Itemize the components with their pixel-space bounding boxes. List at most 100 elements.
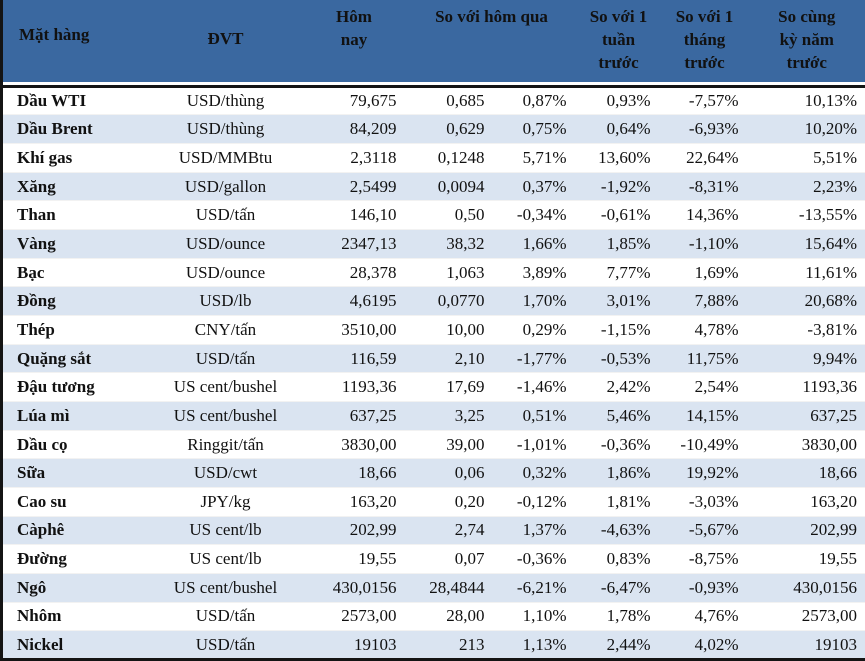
table-row: Ngô US cent/bushel 430,0156 28,4844 -6,21% -6… (1, 573, 865, 603)
today-value-cell: 116,59 (301, 344, 407, 374)
today-value-cell: 84,209 (301, 114, 407, 145)
change-value-cell: 28,00 (406, 602, 495, 632)
unit-cell: CNY/tấn (149, 315, 302, 345)
pct-vs-yesterday-cell: 1,10% (494, 602, 577, 632)
pct-vs-month-cell: 11,75% (660, 344, 749, 374)
commodity-name-cell: Nhôm (1, 602, 150, 632)
pct-vs-yesterday-cell: -1,01% (494, 430, 577, 460)
table-row: Khí gas USD/MMBtu 2,3118 0,1248 5,71% 13,60% 2… (1, 143, 865, 173)
pct-vs-year-cell: 19,55 (748, 544, 865, 574)
table-row: Đậu tương US cent/bushel 1193,36 17,69 -1,46… (1, 372, 865, 403)
unit-cell: USD/tấn (149, 630, 302, 660)
commodity-name-cell: Bạc (1, 258, 150, 288)
unit-cell: USD/tấn (149, 344, 302, 374)
pct-vs-week-cell: 13,60% (576, 143, 661, 173)
pct-vs-week-cell: -0,61% (576, 200, 661, 231)
today-value-cell: 202,99 (301, 516, 407, 546)
pct-vs-year-cell: 637,25 (748, 401, 865, 431)
unit-cell: USD/MMBtu (149, 143, 302, 173)
pct-vs-week-cell: 2,44% (576, 630, 661, 660)
pct-vs-yesterday-cell: 0,75% (494, 114, 577, 145)
table-header: Mặt hàng ĐVT Hôm nay So với hôm qua So v… (1, 0, 865, 88)
unit-cell: USD/thùng (149, 114, 302, 145)
pct-vs-year-cell: 19103 (748, 630, 865, 660)
commodity-name-cell: Đồng (1, 286, 150, 317)
change-value-cell: 39,00 (406, 430, 495, 460)
pct-vs-week-cell: 0,64% (576, 114, 661, 145)
commodity-name-cell: Càphê (1, 516, 150, 546)
change-value-cell: 0,0770 (406, 286, 495, 317)
change-value-cell: 0,1248 (406, 143, 495, 173)
pct-vs-yesterday-cell: 1,70% (494, 286, 577, 317)
today-value-cell: 2347,13 (301, 229, 407, 259)
pct-vs-week-cell: 2,42% (576, 372, 661, 403)
commodity-name-cell: Đường (1, 544, 150, 574)
pct-vs-yesterday-cell: 1,37% (494, 516, 577, 546)
change-value-cell: 28,4844 (406, 573, 495, 603)
pct-vs-month-cell: 7,88% (660, 286, 749, 317)
today-value-cell: 637,25 (301, 401, 407, 431)
pct-vs-yesterday-cell: 0,37% (494, 172, 577, 202)
pct-vs-month-cell: 2,54% (660, 372, 749, 403)
change-value-cell: 0,0094 (406, 172, 495, 202)
pct-vs-month-cell: 19,92% (660, 458, 749, 488)
pct-vs-yesterday-cell: 0,51% (494, 401, 577, 431)
unit-cell: USD/tấn (149, 602, 302, 632)
pct-vs-month-cell: -10,49% (660, 430, 749, 460)
commodity-name-cell: Khí gas (1, 143, 150, 173)
pct-vs-yesterday-cell: -0,34% (494, 200, 577, 231)
pct-vs-week-cell: 0,83% (576, 544, 661, 574)
table-row: Đồng USD/lb 4,6195 0,0770 1,70% 3,01% 7,88% 20,… (1, 286, 865, 317)
pct-vs-month-cell: -8,31% (660, 172, 749, 202)
pct-vs-week-cell: -1,92% (576, 172, 661, 202)
today-value-cell: 2,5499 (301, 172, 407, 202)
table-row: Bạc USD/ounce 28,378 1,063 3,89% 7,77% 1,69% 11… (1, 258, 865, 288)
table-row: Dầu cọ Ringgit/tấn 3830,00 39,00 -1,01% -0,36… (1, 430, 865, 460)
pct-vs-yesterday-cell: 5,71% (494, 143, 577, 173)
commodity-name-cell: Lúa mì (1, 401, 150, 431)
today-value-cell: 18,66 (301, 458, 407, 488)
pct-vs-yesterday-cell: -1,46% (494, 372, 577, 403)
change-value-cell: 2,10 (406, 344, 495, 374)
change-value-cell: 17,69 (406, 372, 495, 403)
pct-vs-year-cell: 11,61% (748, 258, 865, 288)
change-value-cell: 10,00 (406, 315, 495, 345)
header-vs-month: So với 1 tháng trước (660, 0, 749, 88)
pct-vs-week-cell: 1,86% (576, 458, 661, 488)
unit-cell: US cent/bushel (149, 401, 302, 431)
today-value-cell: 1193,36 (301, 372, 407, 403)
today-value-cell: 19103 (301, 630, 407, 660)
pct-vs-month-cell: 4,78% (660, 315, 749, 345)
unit-cell: Ringgit/tấn (149, 430, 302, 460)
today-value-cell: 163,20 (301, 487, 407, 517)
pct-vs-yesterday-cell: -0,36% (494, 544, 577, 574)
pct-vs-week-cell: 1,81% (576, 487, 661, 517)
table-row: Quặng sắt USD/tấn 116,59 2,10 -1,77% -0,53% 11… (1, 344, 865, 374)
change-value-cell: 0,685 (406, 86, 495, 116)
header-unit: ĐVT (149, 0, 302, 88)
table-body: Dầu WTI USD/thùng 79,675 0,685 0,87% 0,93% -7,… (1, 86, 865, 660)
commodity-name-cell: Ngô (1, 573, 150, 603)
pct-vs-yesterday-cell: 1,13% (494, 630, 577, 660)
commodity-name-cell: Nickel (1, 630, 150, 660)
table-row: Lúa mì US cent/bushel 637,25 3,25 0,51% 5,46%… (1, 401, 865, 431)
unit-cell: US cent/bushel (149, 372, 302, 403)
header-row: Mặt hàng ĐVT Hôm nay So với hôm qua So v… (1, 0, 865, 88)
commodity-name-cell: Quặng sắt (1, 344, 150, 374)
today-value-cell: 79,675 (301, 86, 407, 116)
commodity-name-cell: Cao su (1, 487, 150, 517)
pct-vs-year-cell: 2573,00 (748, 602, 865, 632)
today-value-cell: 3510,00 (301, 315, 407, 345)
table-row: Dầu Brent USD/thùng 84,209 0,629 0,75% 0,64% -… (1, 114, 865, 145)
pct-vs-month-cell: -8,75% (660, 544, 749, 574)
unit-cell: USD/tấn (149, 200, 302, 231)
table-row: Đường US cent/lb 19,55 0,07 -0,36% 0,83% -8,75… (1, 544, 865, 574)
header-today: Hôm nay (301, 0, 407, 88)
pct-vs-week-cell: 3,01% (576, 286, 661, 317)
pct-vs-week-cell: -4,63% (576, 516, 661, 546)
pct-vs-yesterday-cell: 0,87% (494, 86, 577, 116)
commodity-name-cell: Than (1, 200, 150, 231)
pct-vs-week-cell: 0,93% (576, 86, 661, 116)
